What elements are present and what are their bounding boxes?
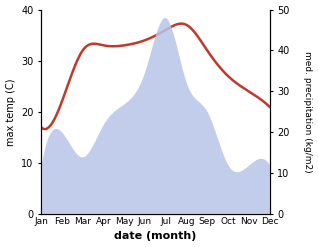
Y-axis label: max temp (C): max temp (C): [5, 78, 16, 145]
Y-axis label: med. precipitation (kg/m2): med. precipitation (kg/m2): [303, 51, 313, 173]
X-axis label: date (month): date (month): [114, 231, 197, 242]
